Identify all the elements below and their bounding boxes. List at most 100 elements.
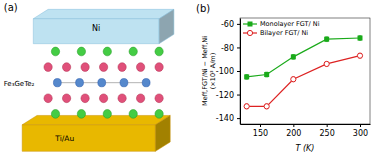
series xyxy=(244,53,363,109)
atom xyxy=(53,79,61,87)
tick-label: 200 xyxy=(286,129,301,138)
error-bar xyxy=(292,55,295,60)
atom xyxy=(51,47,59,56)
ni-layer-face xyxy=(33,19,159,44)
figure: (a) Ti/Au Ni Fe₃GeTe₂ (b) 150 200 250 300 -140 -12… xyxy=(0,0,378,156)
point xyxy=(291,77,296,82)
plot-frame xyxy=(240,18,370,124)
annotation: Ni xyxy=(92,24,100,33)
atom xyxy=(77,110,85,119)
tick-label: 150 xyxy=(253,129,268,138)
tick: -140 xyxy=(216,114,240,123)
atom xyxy=(103,47,111,56)
error-bar xyxy=(245,75,248,80)
point xyxy=(291,54,296,59)
point xyxy=(264,104,269,109)
atom xyxy=(129,110,137,119)
tick-mark xyxy=(237,95,240,96)
ti-au-layer xyxy=(22,115,170,151)
y-axis-title-line: (×10³ A/m) xyxy=(209,53,217,89)
point xyxy=(244,104,249,109)
schematic xyxy=(22,9,174,151)
atom xyxy=(142,79,150,87)
ni-layer xyxy=(33,9,174,43)
green-atoms-bottom xyxy=(51,110,163,119)
atom xyxy=(118,94,126,103)
atom xyxy=(76,79,84,87)
tick-label: 250 xyxy=(320,129,335,138)
error-bar xyxy=(265,72,268,77)
series-line xyxy=(247,56,360,107)
tick-label: 300 xyxy=(353,129,368,138)
atom xyxy=(136,63,144,72)
atom xyxy=(155,63,163,72)
tick-mark xyxy=(360,124,361,127)
atom xyxy=(118,63,126,72)
tick: -60 xyxy=(221,20,240,29)
y-axis-title: Meff,FGT/Ni − Meff,Ni(×10³ A/m) xyxy=(201,36,217,106)
series xyxy=(244,36,362,80)
tick-mark xyxy=(260,124,261,127)
annotation: (a) xyxy=(4,2,18,13)
y-axis-title-line: Meff,FGT/Ni − Meff,Ni xyxy=(201,36,209,106)
tick: 200 xyxy=(286,124,301,138)
atom xyxy=(44,63,52,72)
ti-au-layer-face xyxy=(22,115,170,124)
point xyxy=(358,36,363,41)
legend-entry: Monolayer FGT/ Ni xyxy=(243,20,320,28)
error-bar xyxy=(325,37,328,42)
pink-atoms-upper xyxy=(44,63,163,72)
tick: 250 xyxy=(320,124,335,138)
point xyxy=(264,72,269,77)
atom xyxy=(81,94,89,103)
atom xyxy=(62,94,70,103)
tick-label: -80 xyxy=(221,44,234,53)
atom xyxy=(98,79,106,87)
tick: 150 xyxy=(253,124,268,138)
annotation: Fe₃GeTe₂ xyxy=(4,80,35,88)
tick-mark xyxy=(237,24,240,25)
atom xyxy=(99,94,107,103)
ti-au-layer-face xyxy=(22,125,155,152)
tick: 300 xyxy=(353,124,368,138)
legend-entry: Bilayer FGT/ Ni xyxy=(243,29,308,37)
tick-mark xyxy=(237,47,240,48)
atom xyxy=(129,47,137,56)
series-line xyxy=(247,38,360,77)
x-axis-title: T (K) xyxy=(296,144,315,153)
atom xyxy=(136,94,144,103)
plot-area xyxy=(244,36,363,109)
tick: -120 xyxy=(216,91,240,100)
annotation: Ti/Au xyxy=(54,134,74,143)
legend-marker xyxy=(247,30,252,35)
tick: -80 xyxy=(221,44,240,53)
tick-label: -140 xyxy=(216,114,234,123)
atom xyxy=(155,110,163,119)
error-bar xyxy=(359,36,362,41)
blue-atoms xyxy=(53,79,150,87)
atom xyxy=(155,94,163,103)
ti-au-layer-face xyxy=(155,115,170,151)
point xyxy=(244,74,249,79)
tick-label: -120 xyxy=(216,91,234,100)
tick-mark xyxy=(237,118,240,119)
atom xyxy=(99,63,107,72)
point xyxy=(357,53,362,58)
atom xyxy=(81,63,89,72)
annotation: (b) xyxy=(196,3,210,14)
point xyxy=(324,37,329,42)
atom xyxy=(51,110,59,119)
atom xyxy=(155,47,163,56)
tick-label: -100 xyxy=(216,67,234,76)
ni-layer-face xyxy=(33,9,174,18)
point xyxy=(324,61,329,66)
ni-layer-face xyxy=(159,9,174,43)
atom xyxy=(44,94,52,103)
atom xyxy=(120,79,128,87)
tick-label: -60 xyxy=(221,20,234,29)
legend: Monolayer FGT/ NiBilayer FGT/ Ni xyxy=(243,20,320,37)
tick: -100 xyxy=(216,67,240,76)
tick-mark xyxy=(327,124,328,127)
legend-marker xyxy=(248,22,253,27)
pink-atoms-lower xyxy=(44,94,163,103)
